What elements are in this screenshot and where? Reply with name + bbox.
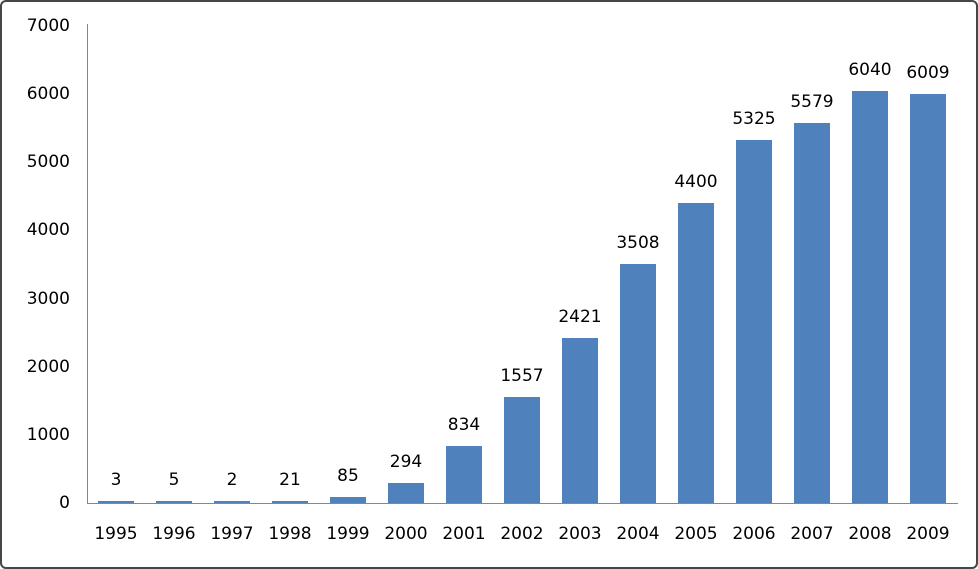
y-axis-tick-label: 6000 [26,84,70,105]
bar-value-label: 85 [337,466,359,486]
bar-1997 [214,501,250,503]
bar-value-label: 21 [279,470,301,490]
bar-value-label: 834 [447,415,481,435]
y-axis-line [87,24,88,503]
bar-value-label: 3 [110,470,122,490]
x-axis-tick-label: 2009 [906,524,950,544]
x-axis-tick-label: 1996 [152,524,196,544]
bar-value-label: 294 [389,452,423,472]
x-axis-tick-label: 1997 [210,524,254,544]
bar-1998 [272,501,308,503]
bar-value-label: 5579 [790,92,834,112]
x-axis-tick-label: 1999 [326,524,370,544]
x-axis-tick-label: 2001 [442,524,486,544]
x-axis-tick-label: 1995 [94,524,138,544]
y-axis-tick-label: 3000 [26,288,70,309]
x-axis-tick-label: 2007 [790,524,834,544]
y-axis-tick-label: 7000 [26,16,70,36]
bar-value-label: 1557 [500,366,544,386]
y-axis-tick-label: 2000 [26,356,70,377]
x-axis-line [87,503,958,504]
bar-value-label: 2421 [558,307,602,327]
x-axis-tick-label: 2003 [558,524,602,544]
bar-value-label: 5 [168,470,180,490]
x-axis-tick-label: 2000 [384,524,428,544]
bar-2003 [562,338,598,503]
bar-2004 [620,264,656,503]
y-axis-tick-label: 0 [59,493,70,513]
bar-1995 [98,501,134,503]
bar-2009 [910,94,946,503]
bar-value-label: 4400 [674,172,718,192]
x-axis-tick-label: 1998 [268,524,312,544]
bar-value-label: 5325 [732,109,776,129]
x-axis-tick-label: 2002 [500,524,544,544]
x-axis-tick-label: 2004 [616,524,660,544]
y-axis-tick-label: 4000 [26,220,70,241]
bar-2001 [446,446,482,503]
x-axis-tick-label: 2008 [848,524,892,544]
bar-1999 [330,497,366,503]
bar-2005 [678,203,714,503]
bar-value-label: 2 [226,470,238,490]
bar-1996 [156,501,192,503]
x-axis-tick-label: 2006 [732,524,776,544]
y-axis-tick-label: 5000 [26,152,70,173]
bar-2008 [852,91,888,503]
y-axis-tick-label: 1000 [26,424,70,445]
bar-2006 [736,140,772,503]
bar-2007 [794,123,830,503]
bar-2002 [504,397,540,503]
bar-value-label: 6009 [906,63,950,83]
x-axis-tick-label: 2005 [674,524,718,544]
bar-value-label: 6040 [848,60,892,80]
bar-value-label: 3508 [616,233,660,253]
bar-2000 [388,483,424,503]
